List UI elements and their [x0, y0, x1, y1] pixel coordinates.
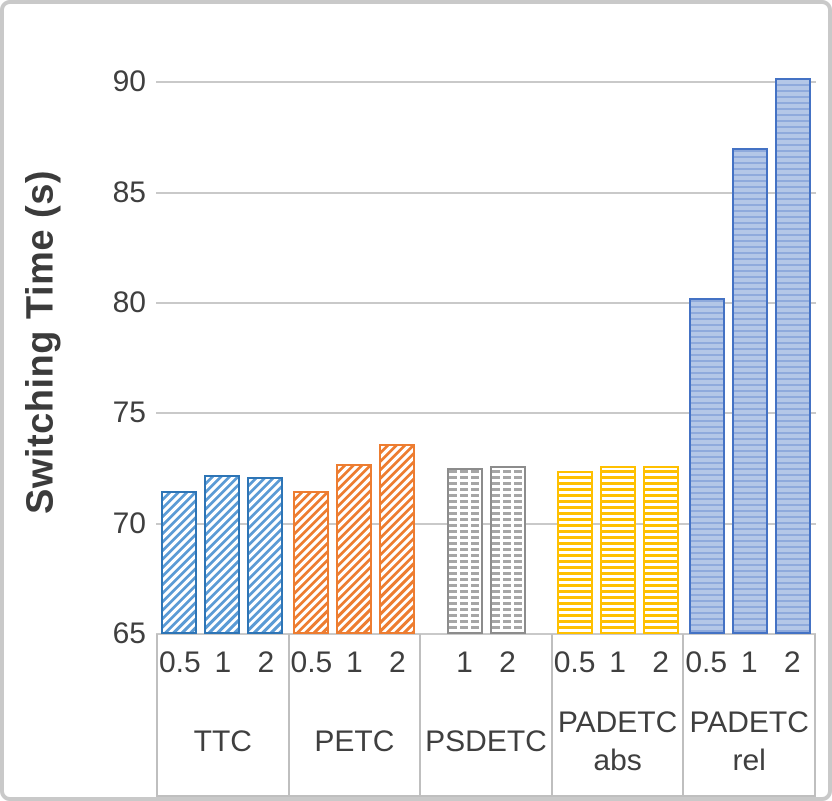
x-sublabel: 2: [652, 646, 669, 679]
gridline: [156, 412, 816, 415]
x-sublabel-row: 0.5 1 2: [290, 634, 420, 692]
bar-ttc-2: [247, 477, 283, 634]
y-axis-tick-labels: 65 70 75 80 85 90: [62, 49, 146, 650]
gridline: [156, 522, 816, 525]
y-tick-label: 70: [112, 506, 146, 540]
x-sublabel-row: 0.5 1 2: [684, 634, 814, 692]
x-sublabel-row: 0.5 1 2: [553, 634, 683, 692]
x-group-label: PADETC rel: [684, 692, 814, 795]
bar-padetc-abs-0.5: [557, 470, 593, 634]
bar-padetc-abs-1: [600, 466, 636, 634]
x-sublabel: 1: [456, 646, 473, 679]
bar-padetc-rel-2: [775, 77, 811, 634]
bar-petc-1: [336, 464, 372, 634]
x-sublabel: 2: [257, 646, 275, 679]
x-group-label-line: PADETC: [557, 706, 678, 739]
x-sublabel: 1: [214, 646, 232, 679]
y-tick-label: 65: [112, 617, 146, 650]
gridline: [156, 81, 816, 84]
bar-group-petc: [288, 49, 420, 634]
bar-padetc-rel-1: [732, 148, 768, 634]
bar-group-padetc-rel: [684, 49, 816, 634]
bar-padetc-abs-2: [643, 466, 679, 634]
x-sublabel: 0.5: [553, 646, 596, 679]
bar-psdetc-2: [489, 466, 526, 634]
x-axis-cell-padetc-rel: 0.5 1 2 PADETC rel: [682, 634, 814, 795]
y-tick-label: 90: [112, 65, 146, 99]
x-axis-cell-padetc-abs: 0.5 1 2 PADETC abs: [550, 634, 683, 795]
x-sublabel: 0.5: [158, 646, 201, 679]
bar-group-padetc-abs: [552, 49, 684, 634]
x-group-label-line: PADETC: [689, 706, 809, 739]
gridline: [156, 301, 816, 304]
x-group-label: TTC: [158, 692, 288, 795]
x-sublabel: 0.5: [685, 646, 728, 679]
y-tick-label: 80: [112, 285, 146, 319]
y-tick-label: 75: [112, 396, 146, 430]
bar-group-psdetc: [420, 49, 552, 634]
bar-petc-0.5: [293, 490, 329, 634]
x-sublabel: 1: [609, 646, 626, 679]
x-sublabel: 1: [346, 646, 363, 679]
x-sublabel-row: 0.5 1 2: [158, 634, 288, 692]
x-group-label: PADETC abs: [553, 692, 683, 795]
y-tick-label: 85: [112, 175, 146, 209]
bar-ttc-0.5: [161, 490, 197, 634]
gridline: [156, 191, 816, 194]
bar-psdetc-1: [446, 468, 483, 634]
x-group-label-line: TTC: [193, 724, 252, 758]
x-group-label: PSDETC: [421, 692, 551, 795]
x-sublabel: 2: [499, 646, 516, 679]
bar-group-ttc: [156, 49, 288, 634]
bar-petc-2: [379, 444, 415, 634]
plot-area: [156, 49, 816, 635]
x-sublabel: 1: [740, 646, 758, 679]
bar-padetc-rel-0.5: [689, 298, 725, 634]
bar-ttc-1: [204, 475, 240, 634]
x-axis-cell-petc: 0.5 1 2 PETC: [287, 634, 420, 795]
x-sublabel: 2: [783, 646, 801, 679]
x-group-label-line: rel: [732, 743, 766, 777]
gridline: [156, 633, 816, 635]
x-sublabel: 2: [389, 646, 406, 679]
x-axis: 0.5 1 2 TTC 0.5 1 2 PETC 1 2 PSDETC 0.5 1 2 PADETC abs 0…: [156, 634, 816, 797]
x-group-label: PETC: [290, 692, 420, 795]
x-group-label-line: PSDETC: [425, 724, 547, 758]
x-axis-cell-psdetc: 1 2 PSDETC: [419, 634, 551, 795]
x-sublabel: 0.5: [290, 646, 333, 679]
x-group-label-line: PETC: [314, 724, 395, 758]
x-group-label-line: abs: [593, 743, 642, 777]
x-axis-cell-ttc: 0.5 1 2 TTC: [156, 634, 288, 795]
